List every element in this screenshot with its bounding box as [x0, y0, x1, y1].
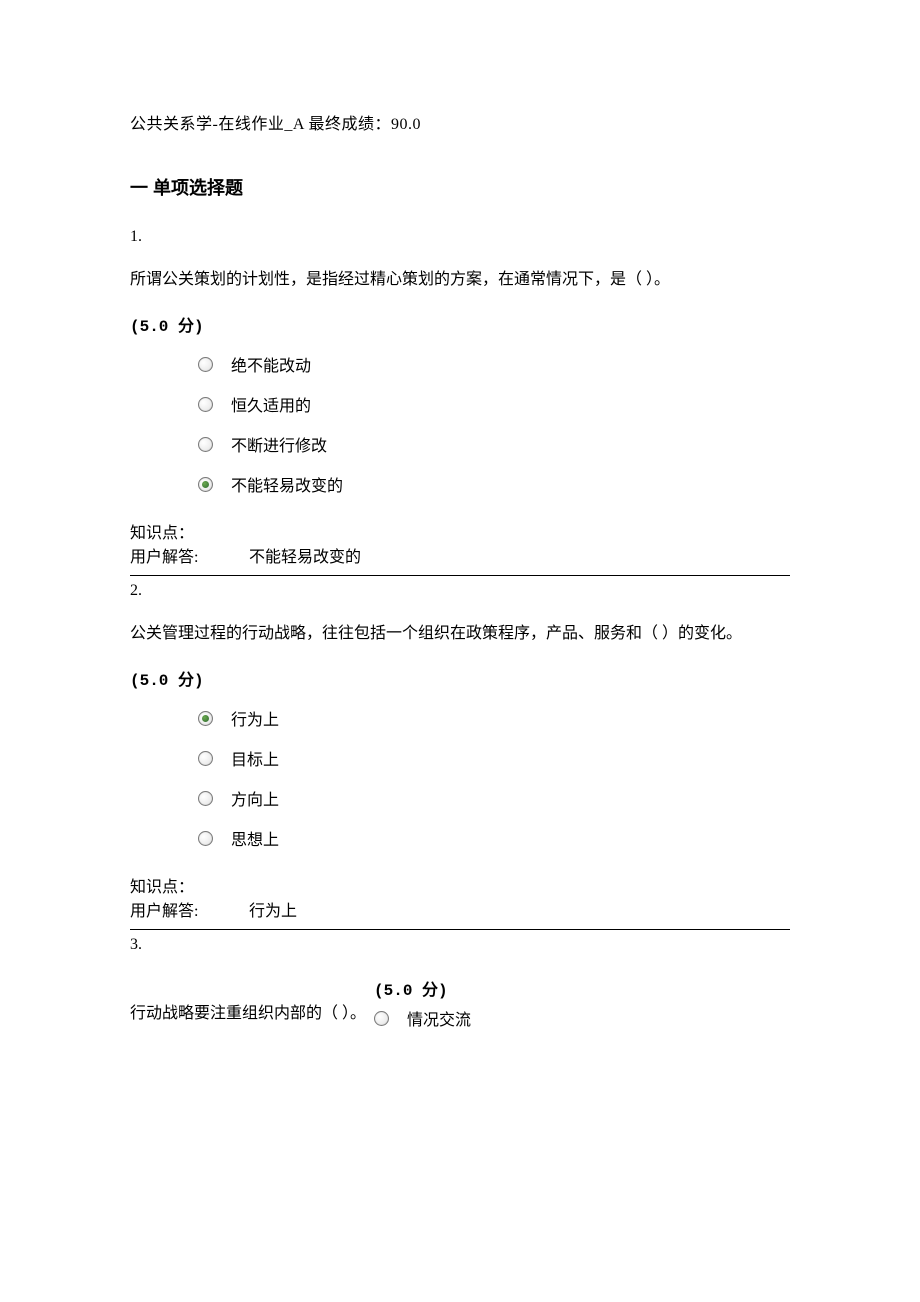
option-label: 恒久适用的 — [231, 392, 311, 416]
user-answer-label: 用户解答: — [130, 900, 225, 924]
option-label: 情况交流 — [407, 1006, 471, 1030]
user-answer-value: 行为上 — [249, 900, 297, 924]
points-label: (5.0 分) — [130, 666, 790, 690]
question-block: 2. 公关管理过程的行动战略，往往包括一个组织在政策程序，产品、服务和（ ）的变… — [130, 582, 790, 930]
options-list: 绝不能改动 恒久适用的 不断进行修改 不能轻易改变的 — [198, 352, 790, 496]
question-text: 行动战略要注重组织内部的（ ）。 — [130, 1005, 366, 1022]
question-number: 2. — [130, 582, 790, 600]
section-heading: 一 单项选择题 — [130, 174, 790, 200]
option-label: 行为上 — [231, 706, 279, 730]
radio-icon[interactable] — [198, 357, 213, 372]
knowledge-point-label: 知识点： — [130, 876, 225, 900]
radio-icon[interactable] — [198, 477, 213, 492]
option-item[interactable]: 绝不能改动 — [198, 352, 790, 376]
option-item[interactable]: 恒久适用的 — [198, 392, 790, 416]
user-answer-value: 不能轻易改变的 — [249, 546, 361, 570]
option-item[interactable]: 目标上 — [198, 746, 790, 770]
radio-icon[interactable] — [198, 397, 213, 412]
option-label: 方向上 — [231, 786, 279, 810]
options-list: 行为上 目标上 方向上 思想上 — [198, 706, 790, 850]
document-page: 公共关系学-在线作业_A 最终成绩：90.0 一 单项选择题 1. 所谓公关策划… — [0, 0, 920, 1302]
divider-line — [130, 575, 790, 576]
option-label: 不能轻易改变的 — [231, 472, 343, 496]
radio-icon[interactable] — [198, 751, 213, 766]
question-text: 公关管理过程的行动战略，往往包括一个组织在政策程序，产品、服务和（ ）的变化。 — [130, 622, 790, 646]
option-label: 不断进行修改 — [231, 432, 327, 456]
page-title: 公共关系学-在线作业_A 最终成绩：90.0 — [130, 110, 790, 134]
option-item[interactable]: 不能轻易改变的 — [198, 472, 790, 496]
option-item[interactable]: 不断进行修改 — [198, 432, 790, 456]
question-number: 3. — [130, 936, 790, 954]
knowledge-point-label: 知识点： — [130, 522, 225, 546]
option-item[interactable]: 方向上 — [198, 786, 790, 810]
radio-icon[interactable] — [198, 711, 213, 726]
user-answer-label: 用户解答: — [130, 546, 225, 570]
radio-icon[interactable] — [198, 791, 213, 806]
option-label: 绝不能改动 — [231, 352, 311, 376]
points-label: (5.0 分) — [374, 976, 471, 1000]
question-block: 3. 行动战略要注重组织内部的（ ）。 (5.0 分) 情况交流 — [130, 936, 790, 1030]
divider-line — [130, 929, 790, 930]
option-item[interactable]: 情况交流 — [374, 1006, 471, 1030]
option-item[interactable]: 思想上 — [198, 826, 790, 850]
question-block: 1. 所谓公关策划的计划性，是指经过精心策划的方案，在通常情况下，是（ ）。 (… — [130, 228, 790, 576]
answer-meta: 知识点： 用户解答: 不能轻易改变的 — [130, 522, 790, 570]
answer-meta: 知识点： 用户解答: 行为上 — [130, 876, 790, 924]
option-label: 目标上 — [231, 746, 279, 770]
option-item[interactable]: 行为上 — [198, 706, 790, 730]
radio-icon[interactable] — [374, 1011, 389, 1026]
radio-icon[interactable] — [198, 831, 213, 846]
question-text: 所谓公关策划的计划性，是指经过精心策划的方案，在通常情况下，是（ ）。 — [130, 268, 790, 292]
points-label: (5.0 分) — [130, 312, 790, 336]
question-number: 1. — [130, 228, 790, 246]
radio-icon[interactable] — [198, 437, 213, 452]
option-label: 思想上 — [231, 826, 279, 850]
